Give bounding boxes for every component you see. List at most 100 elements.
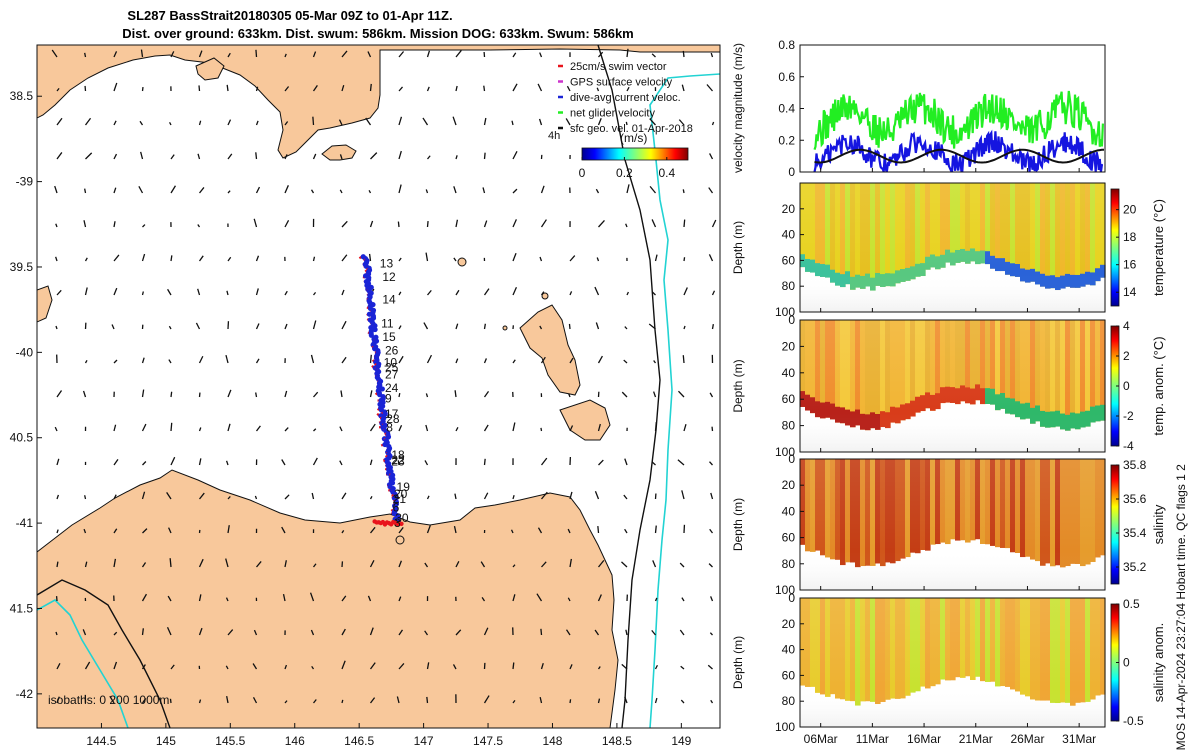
current-arrow	[227, 389, 232, 398]
current-arrow	[168, 325, 172, 330]
current-arrow	[113, 153, 118, 160]
section-y-tick-label: 0	[788, 452, 795, 466]
dive-avg-vector	[372, 323, 378, 329]
current-arrow	[709, 461, 713, 466]
current-arrow	[313, 391, 319, 398]
map-panel: 1312141115261025272491728818222319202163…	[10, 44, 721, 748]
section-y-tick-label: 100	[775, 720, 795, 734]
current-arrow	[597, 423, 601, 432]
current-arrow	[597, 559, 605, 568]
current-arrow	[227, 190, 231, 194]
current-arrow	[113, 254, 120, 262]
current-arrow	[170, 664, 175, 670]
current-arrow	[483, 458, 486, 466]
current-arrow	[255, 560, 262, 568]
legend-label: dive-avg current veloc.	[570, 92, 681, 104]
current-arrow	[423, 322, 429, 330]
current-arrow	[140, 49, 144, 58]
dive-avg-vector	[385, 434, 392, 440]
map-x-tick-label: 146.5	[344, 734, 374, 748]
current-arrow	[227, 119, 232, 126]
current-arrow	[227, 629, 234, 636]
current-arrow	[339, 426, 343, 432]
current-arrow	[113, 221, 116, 228]
current-arrow	[84, 561, 88, 568]
current-arrow	[226, 290, 229, 296]
current-arrow	[141, 562, 147, 568]
credit-text: © IMOS 14-Apr-2024 23:27:04 Hobart time.…	[1174, 464, 1188, 750]
current-arrow	[284, 219, 290, 228]
current-arrow	[706, 84, 713, 92]
tasmania-landmass	[37, 469, 619, 728]
current-arrow	[170, 185, 177, 194]
current-arrow	[540, 291, 545, 296]
current-arrow	[594, 491, 600, 500]
current-arrow	[683, 257, 686, 262]
islet-4	[395, 535, 405, 545]
section-colorbar-tick-label: 4	[1123, 319, 1130, 333]
current-arrow	[710, 596, 714, 602]
current-arrow	[536, 593, 543, 602]
current-arrow	[680, 665, 685, 670]
isobaths-label: isobaths: 0 200 1000m	[48, 693, 169, 707]
isobath-200m	[37, 45, 661, 728]
current-arrow	[624, 458, 628, 466]
colorbar-title: (m/s)	[620, 131, 647, 145]
current-arrow	[113, 51, 118, 58]
current-arrow	[170, 154, 175, 160]
current-arrow	[113, 187, 117, 194]
king-island	[37, 285, 53, 323]
current-arrow	[539, 325, 543, 330]
islet-3	[502, 325, 508, 331]
current-arrow	[569, 491, 573, 500]
current-arrow	[624, 326, 628, 330]
current-arrow	[56, 117, 63, 126]
track-segment-label: 3	[394, 516, 401, 530]
current-arrow	[540, 427, 543, 432]
current-arrow	[284, 154, 288, 160]
dive-avg-vector	[372, 326, 378, 333]
current-arrow	[512, 83, 518, 92]
current-arrow	[225, 597, 229, 602]
flinders-island	[519, 304, 581, 396]
current-arrow	[255, 49, 258, 58]
current-arrow	[651, 461, 656, 466]
section-colorbar-tick-label: -2	[1123, 409, 1134, 423]
current-arrow	[682, 189, 685, 194]
velocity-y-tick-label: 0.6	[778, 70, 795, 84]
track-segment-label: 30	[395, 511, 409, 525]
current-arrow	[198, 699, 202, 704]
map-y-tick-label: -40	[16, 345, 34, 359]
current-arrow	[56, 390, 63, 398]
current-arrow	[311, 492, 315, 500]
current-arrow	[483, 424, 489, 432]
current-arrow	[683, 424, 687, 432]
map-y-tick-label: 38.5	[10, 89, 34, 103]
current-arrow	[227, 525, 230, 534]
current-arrow	[683, 325, 686, 330]
current-arrow	[512, 188, 518, 194]
current-arrow	[56, 87, 60, 92]
current-arrow	[197, 288, 201, 296]
track-segment-label: 27	[385, 368, 399, 382]
current-arrow	[541, 561, 547, 568]
current-arrow	[169, 558, 172, 568]
track-segment-label: 6	[393, 501, 400, 515]
current-arrow	[654, 254, 658, 262]
current-arrow	[397, 460, 400, 466]
current-arrow	[595, 188, 600, 194]
velocity-y-tick-label: 0.2	[778, 133, 795, 147]
current-arrow	[396, 696, 400, 704]
current-arrow	[341, 699, 344, 704]
section-colorbar-tick-label: 35.8	[1123, 458, 1147, 472]
current-arrow	[226, 696, 229, 704]
current-arrow	[56, 289, 62, 296]
current-arrow	[681, 597, 685, 602]
section-colorbar-label: temperature (°C)	[1151, 199, 1166, 296]
current-arrow	[255, 86, 259, 92]
current-arrow	[594, 286, 600, 296]
current-arrow	[711, 324, 714, 330]
current-arrow	[369, 354, 372, 364]
track-segment-label: 20	[394, 487, 408, 501]
